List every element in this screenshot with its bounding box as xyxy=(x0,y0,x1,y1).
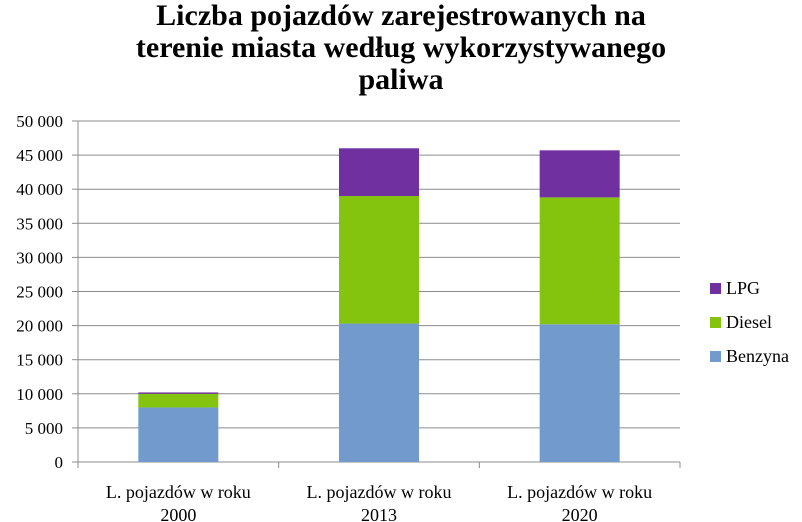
y-tick-label: 20 000 xyxy=(16,317,63,336)
x-category-label: L. pojazdów w roku xyxy=(307,482,452,502)
x-category-label: 2013 xyxy=(361,505,397,522)
x-category-label: L. pojazdów w roku xyxy=(507,482,652,502)
y-tick-label: 10 000 xyxy=(16,385,63,404)
bar-diesel xyxy=(539,197,620,325)
bar-lpg xyxy=(539,150,620,198)
bar-benzyna xyxy=(138,407,219,462)
legend-swatch-diesel xyxy=(710,317,721,328)
x-category-label: L. pojazdów w roku xyxy=(106,482,251,502)
legend-label-lpg: LPG xyxy=(726,278,760,298)
bar-diesel xyxy=(138,393,219,408)
x-category-label: 2000 xyxy=(160,505,196,522)
legend-swatch-benzyna xyxy=(710,351,721,362)
legend-label-benzyna: Benzyna xyxy=(726,346,789,366)
legend-swatch-lpg xyxy=(710,283,721,294)
y-tick-label: 5 000 xyxy=(25,419,63,438)
legend-label-diesel: Diesel xyxy=(726,312,772,332)
y-tick-label: 50 000 xyxy=(16,112,63,131)
chart-title-line: paliwa xyxy=(358,63,444,96)
y-tick-label: 40 000 xyxy=(16,180,63,199)
y-tick-label: 35 000 xyxy=(16,214,63,233)
bar-lpg xyxy=(138,392,219,394)
y-tick-label: 45 000 xyxy=(16,146,63,165)
y-tick-label: 0 xyxy=(55,453,64,472)
bar-lpg xyxy=(339,148,419,197)
chart-title-line: terenie miasta według wykorzystywanego xyxy=(135,31,667,64)
chart-title-line: Liczba pojazdów zarejestrowanych na xyxy=(156,0,646,32)
y-tick-label: 30 000 xyxy=(16,248,63,267)
bar-benzyna xyxy=(539,324,620,462)
bar-benzyna xyxy=(339,323,419,462)
y-tick-label: 15 000 xyxy=(16,351,63,370)
y-tick-label: 25 000 xyxy=(16,283,63,302)
x-category-label: 2020 xyxy=(562,505,598,522)
bar-diesel xyxy=(339,196,419,324)
chart-title: Liczba pojazdów zarejestrowanych na tere… xyxy=(0,0,802,96)
